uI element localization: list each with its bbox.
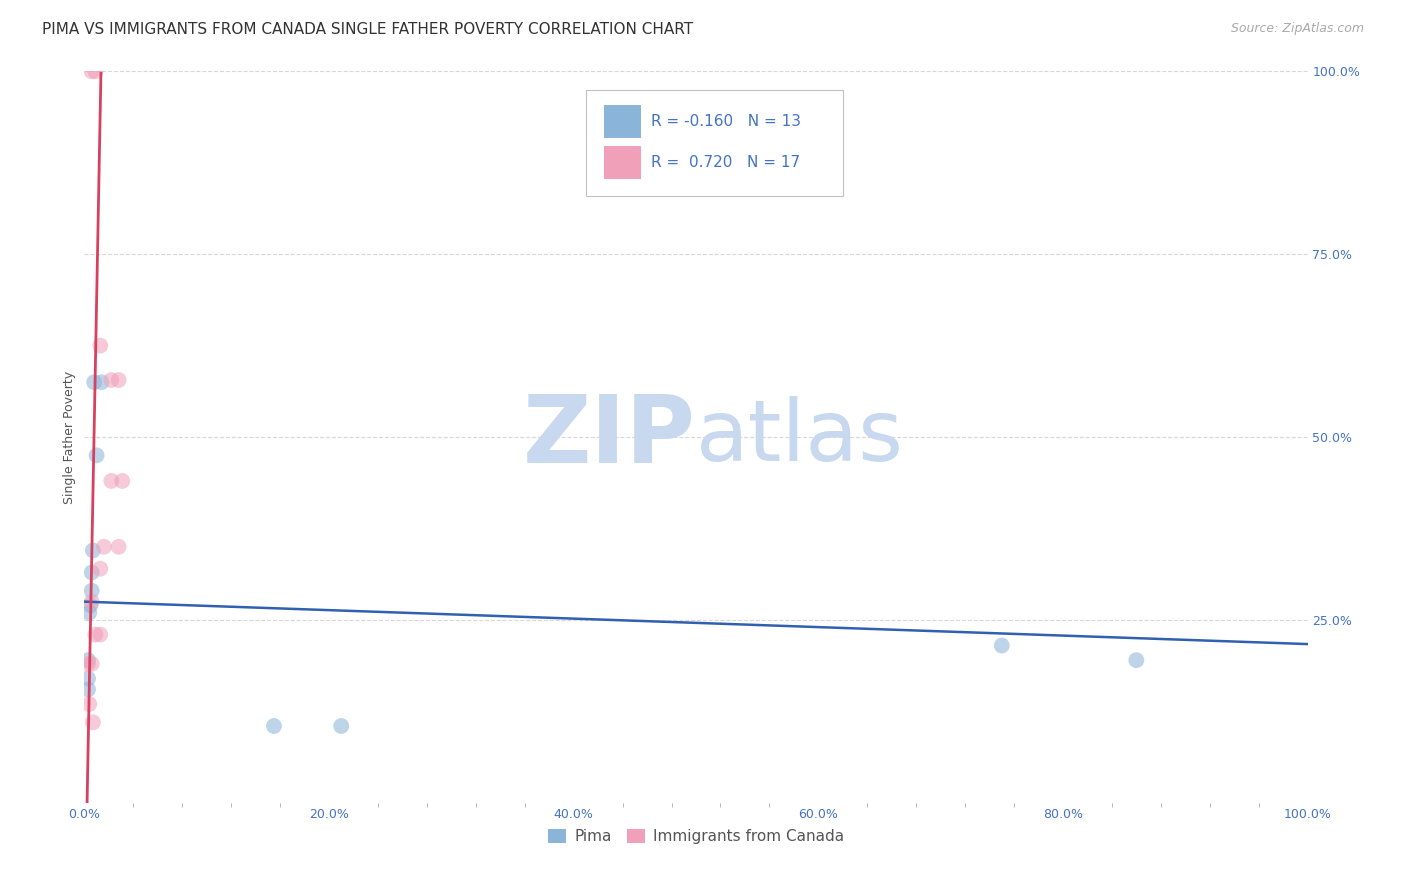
Point bbox=[84, 627, 107, 641]
Point bbox=[80, 594, 103, 608]
FancyBboxPatch shape bbox=[605, 146, 641, 179]
Text: ZIP: ZIP bbox=[523, 391, 696, 483]
FancyBboxPatch shape bbox=[586, 90, 842, 195]
Point bbox=[100, 474, 122, 488]
Point bbox=[100, 373, 122, 387]
Point bbox=[89, 562, 111, 576]
Text: PIMA VS IMMIGRANTS FROM CANADA SINGLE FATHER POVERTY CORRELATION CHART: PIMA VS IMMIGRANTS FROM CANADA SINGLE FA… bbox=[42, 22, 693, 37]
Point bbox=[84, 64, 107, 78]
Point bbox=[263, 719, 285, 733]
Point bbox=[330, 719, 353, 733]
Point bbox=[80, 583, 103, 598]
Point bbox=[80, 566, 103, 580]
Point bbox=[77, 653, 100, 667]
Text: atlas: atlas bbox=[696, 395, 904, 479]
Point bbox=[77, 657, 100, 671]
Point bbox=[77, 697, 100, 711]
Point bbox=[77, 682, 100, 697]
Point bbox=[86, 448, 108, 462]
Point bbox=[991, 639, 1014, 653]
Point bbox=[89, 338, 111, 352]
Point bbox=[111, 474, 134, 488]
Point bbox=[77, 672, 100, 686]
Point bbox=[82, 543, 104, 558]
Point bbox=[107, 540, 129, 554]
Point bbox=[89, 627, 111, 641]
FancyBboxPatch shape bbox=[605, 104, 641, 137]
Point bbox=[82, 715, 104, 730]
Text: Source: ZipAtlas.com: Source: ZipAtlas.com bbox=[1230, 22, 1364, 36]
Point bbox=[80, 64, 103, 78]
Text: R =  0.720   N = 17: R = 0.720 N = 17 bbox=[651, 155, 800, 170]
Point bbox=[77, 606, 100, 620]
Point bbox=[80, 657, 103, 671]
Text: R = -0.160   N = 13: R = -0.160 N = 13 bbox=[651, 113, 800, 128]
Point bbox=[79, 599, 101, 613]
Y-axis label: Single Father Poverty: Single Father Poverty bbox=[63, 370, 76, 504]
Point bbox=[1125, 653, 1147, 667]
Legend: Pima, Immigrants from Canada: Pima, Immigrants from Canada bbox=[541, 822, 851, 850]
Point bbox=[83, 376, 105, 390]
Point bbox=[93, 540, 115, 554]
Point bbox=[107, 373, 129, 387]
Point bbox=[90, 376, 112, 390]
